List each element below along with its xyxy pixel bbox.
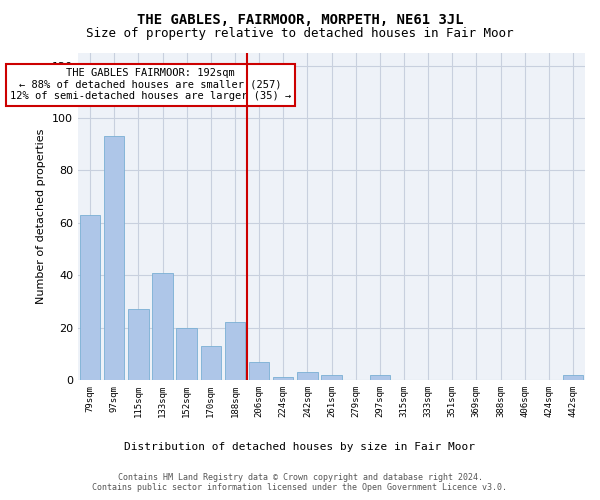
- Bar: [152, 272, 173, 380]
- Text: THE GABLES, FAIRMOOR, MORPETH, NE61 3JL: THE GABLES, FAIRMOOR, MORPETH, NE61 3JL: [137, 12, 463, 26]
- Text: THE GABLES FAIRMOOR: 192sqm
← 88% of detached houses are smaller (257)
12% of se: THE GABLES FAIRMOOR: 192sqm ← 88% of det…: [10, 68, 291, 102]
- Bar: [321, 375, 342, 380]
- Text: Contains HM Land Registry data © Crown copyright and database right 2024.
Contai: Contains HM Land Registry data © Crown c…: [92, 472, 508, 492]
- Bar: [176, 328, 197, 380]
- Bar: [273, 378, 293, 380]
- Y-axis label: Number of detached properties: Number of detached properties: [37, 128, 46, 304]
- Text: Distribution of detached houses by size in Fair Moor: Distribution of detached houses by size …: [125, 442, 476, 452]
- Bar: [297, 372, 317, 380]
- Bar: [128, 310, 149, 380]
- Bar: [200, 346, 221, 380]
- Bar: [370, 375, 390, 380]
- Bar: [249, 362, 269, 380]
- Bar: [80, 215, 100, 380]
- Text: Size of property relative to detached houses in Fair Moor: Size of property relative to detached ho…: [86, 28, 514, 40]
- Bar: [104, 136, 124, 380]
- Bar: [224, 322, 245, 380]
- Bar: [563, 375, 583, 380]
